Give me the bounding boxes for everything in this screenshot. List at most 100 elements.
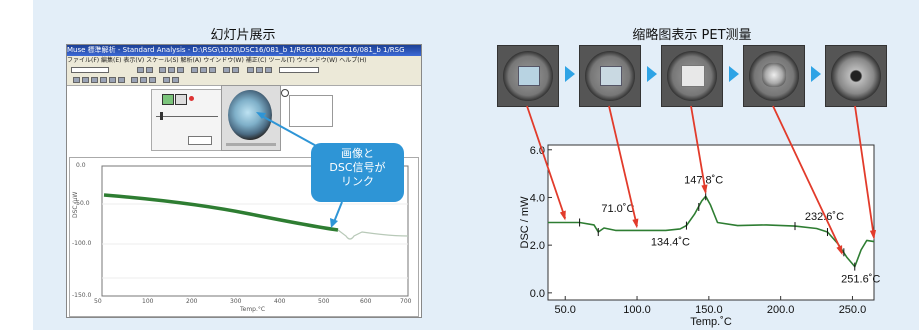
annotation-label: 71.0˚C bbox=[601, 203, 634, 215]
toolbar-dropdown[interactable] bbox=[71, 67, 109, 73]
sample-melting bbox=[762, 63, 786, 87]
frame-link-arrow bbox=[854, 105, 875, 238]
toolbar-icon[interactable] bbox=[146, 67, 153, 73]
sample-square bbox=[600, 66, 622, 86]
frame-scrollbar[interactable] bbox=[226, 143, 276, 146]
arrow-right-icon bbox=[729, 66, 739, 82]
frame-link-arrow bbox=[526, 105, 567, 219]
annotation-label: 251.6˚C bbox=[841, 274, 880, 286]
toolbar-icon[interactable] bbox=[200, 67, 207, 73]
toolbar-icon[interactable] bbox=[137, 67, 144, 73]
speed-input[interactable] bbox=[188, 136, 212, 145]
arrow-head-icon bbox=[836, 245, 843, 256]
toolbar-icon[interactable] bbox=[223, 67, 230, 73]
toolbar-icon[interactable] bbox=[247, 67, 254, 73]
toolbar-icon[interactable] bbox=[118, 77, 125, 83]
slideshow-controls bbox=[151, 89, 223, 151]
frame-link-arrow bbox=[772, 105, 844, 254]
x-tick-label: 50.0 bbox=[555, 304, 576, 316]
slider-thumb[interactable] bbox=[160, 112, 163, 120]
toolbar-icon[interactable] bbox=[149, 77, 156, 83]
toolbar-icon[interactable] bbox=[100, 77, 107, 83]
x-tick-label: 100.0 bbox=[623, 304, 651, 316]
toolbar-icon[interactable] bbox=[168, 67, 175, 73]
stop-button[interactable] bbox=[175, 94, 187, 105]
toolbar-icon[interactable] bbox=[91, 77, 98, 83]
annotation-markers bbox=[579, 192, 856, 271]
right-panel-title: 缩略图表示 PET测量 bbox=[632, 28, 752, 43]
x-axis-label: Temp.°C bbox=[240, 306, 266, 313]
x-tick-label: 200 bbox=[186, 298, 198, 305]
x-tick-label: 250.0 bbox=[839, 304, 867, 316]
y-tick-label: -50.0 bbox=[74, 200, 90, 207]
y-tick-label: -150.0 bbox=[72, 292, 92, 299]
play-button[interactable] bbox=[162, 94, 174, 105]
x-tick-label: 300 bbox=[230, 298, 242, 305]
link-callout: 画像と DSC信号が リンク bbox=[311, 143, 404, 202]
x-tick-label: 700 bbox=[400, 298, 412, 305]
x-tick-label: 150.0 bbox=[695, 304, 723, 316]
x-tick-label: 50 bbox=[94, 298, 102, 305]
left-panel-title: 幻灯片展示 bbox=[210, 28, 276, 43]
toolbar-icon[interactable] bbox=[232, 67, 239, 73]
axis-ticks: 50.0 100.0 150.0 200.0 250.00.02.04.06.0 bbox=[530, 145, 867, 316]
x-tick-label: 600 bbox=[360, 298, 372, 305]
x-tick-label: 200.0 bbox=[767, 304, 795, 316]
x-tick-label: 500 bbox=[318, 298, 330, 305]
x-tick-label: 100 bbox=[142, 298, 154, 305]
arrow-head-icon bbox=[559, 210, 566, 221]
toolbar-icon[interactable] bbox=[172, 77, 179, 83]
arrow-head-icon bbox=[632, 218, 639, 229]
toolbar-icon[interactable] bbox=[131, 77, 138, 83]
toolbar-icon[interactable] bbox=[256, 67, 263, 73]
sample-square bbox=[681, 65, 705, 87]
callout-line: DSC信号が bbox=[329, 161, 386, 174]
arrow-right-icon bbox=[647, 66, 657, 82]
x-axis-label: Temp.˚C bbox=[690, 316, 732, 328]
toolbar-icon[interactable] bbox=[140, 77, 147, 83]
frame-link-arrows-top bbox=[526, 105, 877, 256]
callout-line: 画像と bbox=[341, 147, 374, 160]
toolbar-icon[interactable] bbox=[191, 67, 198, 73]
toolbar-icon[interactable] bbox=[159, 67, 166, 73]
toolbar-icon[interactable] bbox=[177, 67, 184, 73]
arrow-right-icon bbox=[811, 66, 821, 82]
arrow-head-icon bbox=[701, 184, 708, 195]
toolbar-icon[interactable] bbox=[73, 77, 80, 83]
arrow-right-icon bbox=[565, 66, 575, 82]
toolbar-dropdown[interactable] bbox=[279, 67, 319, 73]
toolbar-icon[interactable] bbox=[163, 77, 170, 83]
app-screenshot: Muse 標準解析 - Standard Analysis - D:\RSG\1… bbox=[66, 44, 422, 318]
y-tick-label: 2.0 bbox=[530, 240, 545, 252]
app-menubar: ファイル(F) 編集(E) 表示(V) スケール(S) 解析(A) ウインドウ(… bbox=[67, 56, 421, 65]
callout-line: リンク bbox=[341, 175, 374, 188]
sample-square bbox=[518, 66, 540, 86]
y-axis-label: DSC / mW bbox=[519, 196, 531, 249]
toolbar-icon[interactable] bbox=[265, 67, 272, 73]
frame-link-arrow bbox=[690, 105, 707, 193]
thumbnail-frame-2[interactable] bbox=[579, 45, 641, 107]
y-tick-label: 4.0 bbox=[530, 192, 545, 204]
arrow-head-icon bbox=[869, 229, 877, 240]
thumbnail-frame-4[interactable] bbox=[743, 45, 805, 107]
annotation-label: 134.4˚C bbox=[651, 237, 690, 249]
y-tick-label: 0.0 bbox=[530, 288, 545, 300]
toolbar-icon[interactable] bbox=[82, 77, 89, 83]
sample-ring bbox=[831, 51, 881, 101]
app-titlebar: Muse 標準解析 - Standard Analysis - D:\RSG\1… bbox=[67, 45, 421, 56]
plot-area bbox=[547, 144, 875, 301]
toolbar-icon[interactable] bbox=[109, 77, 116, 83]
speed-slider[interactable] bbox=[156, 116, 218, 117]
thumbnail-frame-1[interactable] bbox=[497, 45, 559, 107]
y-tick-label: -100.0 bbox=[72, 240, 92, 247]
thumbnail-frame-5[interactable] bbox=[825, 45, 887, 107]
record-icon[interactable] bbox=[189, 96, 194, 101]
thumbnail-frame-3[interactable] bbox=[661, 45, 723, 107]
frame-link-arrow bbox=[608, 105, 638, 227]
x-tick-label: 400 bbox=[274, 298, 286, 305]
toolbar-icon[interactable] bbox=[209, 67, 216, 73]
zoom-icon[interactable] bbox=[281, 89, 289, 97]
